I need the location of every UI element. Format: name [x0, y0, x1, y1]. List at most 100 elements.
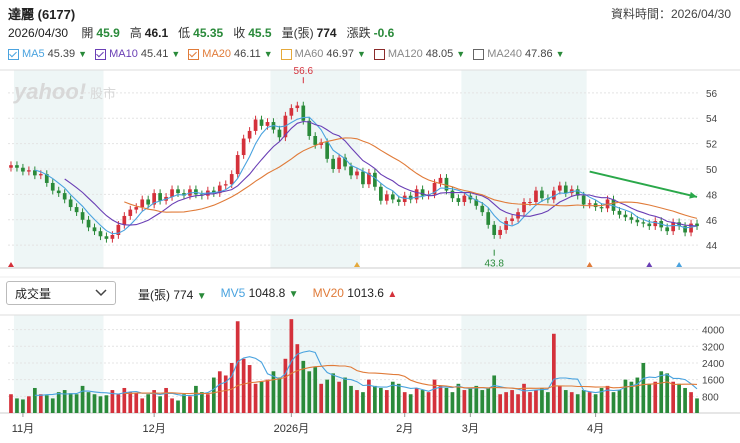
ma-toggle-ma240[interactable]: MA240 47.86 ▼ [473, 48, 565, 60]
volume-bar [402, 392, 407, 413]
volume-bar [396, 383, 401, 413]
up-arrow-icon: ▲ [387, 289, 398, 300]
volume-bar [420, 390, 425, 413]
ma-toggle-ma5[interactable]: MA5 45.39 ▼ [8, 48, 87, 60]
candle-body [689, 223, 693, 233]
volume-bar [677, 383, 681, 413]
watermark-section: 股市 [90, 86, 116, 101]
candle-body [247, 130, 252, 139]
ma-toggle-ma60[interactable]: MA60 46.97 ▼ [280, 48, 366, 60]
volume-legend-name: 量(張) [138, 288, 170, 302]
quote-value: 45.5 [248, 26, 272, 40]
volume-bar [540, 387, 544, 413]
volume-bar [653, 381, 658, 413]
checkbox[interactable] [280, 48, 292, 60]
volume-bar [164, 387, 168, 413]
price-tick-label: 48 [706, 190, 718, 201]
volume-bar [313, 367, 318, 413]
volume-bar [373, 385, 377, 413]
ma-toggle-ma20[interactable]: MA20 46.11 ▼ [188, 48, 273, 60]
ma5-line [34, 116, 698, 235]
yahoo-watermark: yahoo! [13, 79, 86, 104]
checkbox[interactable] [8, 48, 19, 60]
volume-bar [438, 385, 443, 413]
checkbox[interactable] [473, 48, 485, 60]
volume-bar [462, 390, 467, 413]
candle-body [480, 205, 485, 213]
candle-body [587, 203, 592, 205]
candle-body [635, 219, 640, 223]
down-arrow-icon: ▼ [196, 291, 207, 302]
volume-bar [331, 373, 335, 413]
candle-body [373, 172, 377, 187]
event-marker-icon [353, 262, 360, 267]
x-tick-label: 11月 [12, 423, 34, 435]
ma-toggle-ma120[interactable]: MA120 48.05 ▼ [373, 48, 465, 60]
candle-body [146, 199, 151, 205]
volume-bar [557, 385, 562, 413]
candle-body [695, 223, 699, 227]
volume-bar [605, 385, 610, 413]
x-tick-label: 2月 [396, 423, 413, 435]
volume-bar [444, 387, 449, 413]
candle-body [510, 218, 514, 222]
volume-bar [355, 390, 359, 413]
candle-body [337, 157, 341, 169]
checkbox[interactable] [95, 48, 107, 60]
volume-bar [546, 392, 550, 413]
price-tick-label: 52 [706, 140, 718, 151]
candle-body [575, 189, 580, 196]
candle-body [86, 219, 91, 228]
candle-body [665, 227, 670, 232]
volume-legend-value: 774 [170, 288, 197, 302]
candle-body [265, 122, 270, 126]
ma-toggle-ma10[interactable]: MA10 45.41 ▼ [95, 48, 180, 60]
checkbox[interactable] [373, 48, 385, 60]
volume-bar [283, 358, 288, 413]
candle-body [396, 199, 401, 202]
volume-bar [426, 392, 431, 413]
quote-label: 漲跌 [346, 26, 371, 40]
candle-body [21, 167, 25, 172]
volume-bar [599, 387, 604, 413]
candle-body [319, 142, 324, 145]
candle-body [474, 199, 479, 206]
candle-body [438, 177, 443, 183]
volume-bar [623, 379, 628, 413]
quote-row: 2026/04/30 開 45.9 高 46.1 低 45.35 收 45.5 量(張) 774 漲… [8, 24, 394, 41]
volume-legend-name: MV5 [220, 286, 246, 300]
volume-bar [689, 392, 693, 413]
candle-body [432, 182, 437, 195]
volume-indicator-dropdown[interactable]: 成交量 [6, 281, 116, 305]
candle-body [498, 229, 503, 235]
volume-bar [194, 385, 198, 413]
price-tick-label: 46 [706, 216, 718, 227]
candle-body [647, 223, 652, 227]
x-tick-label: 2026月 [274, 423, 309, 435]
candle-body [444, 177, 449, 191]
volume-bar [80, 385, 85, 413]
volume-bar [480, 390, 485, 413]
candle-body [140, 199, 145, 208]
volume-bar [486, 387, 491, 413]
candle-body [408, 195, 413, 200]
volume-legend-item: 量(張) 774 ▼ [138, 286, 207, 303]
ma-value: 45.41 [140, 48, 169, 60]
volume-bar [414, 387, 419, 413]
candle-body [295, 105, 300, 109]
x-tick-label: 3月 [462, 423, 479, 435]
candle-body [211, 190, 216, 194]
checkbox[interactable] [188, 48, 200, 60]
candle-body [277, 129, 282, 138]
volume-bar [581, 390, 586, 413]
volume-bar [665, 373, 670, 413]
candle-body [414, 189, 419, 200]
volume-tick-label: 2400 [702, 359, 725, 370]
volume-bar [21, 399, 25, 413]
volume-bar [86, 392, 91, 413]
volume-bar [277, 377, 282, 413]
volume-bar [38, 394, 43, 413]
volume-tick-label: 4000 [702, 326, 725, 337]
candle-body [98, 231, 103, 237]
volume-legend-item: MV20 1013.6 ▲ [313, 286, 398, 303]
